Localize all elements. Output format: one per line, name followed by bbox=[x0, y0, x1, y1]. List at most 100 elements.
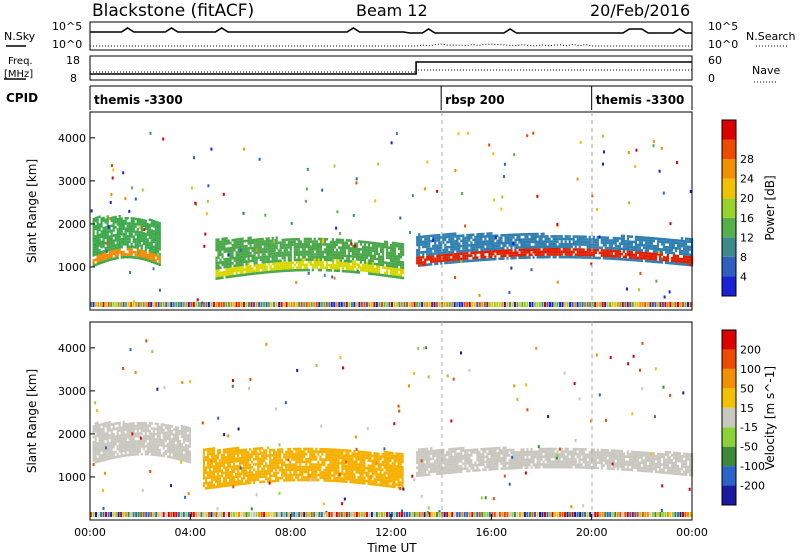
heatmap-cell bbox=[628, 258, 631, 262]
heatmap-cell bbox=[241, 459, 244, 462]
heatmap-cell bbox=[116, 429, 119, 433]
heatmap-cell bbox=[245, 464, 248, 467]
heatmap-cell bbox=[470, 233, 473, 237]
heatmap-cell bbox=[422, 261, 425, 264]
heatmap-cell bbox=[614, 236, 617, 240]
heatmap-cell bbox=[383, 455, 386, 459]
heatmap-cell bbox=[604, 257, 607, 260]
heatmap-cell bbox=[398, 263, 401, 266]
heatmap-cell bbox=[349, 249, 353, 253]
heatmap-cell bbox=[241, 237, 244, 241]
heatmap-cell bbox=[116, 230, 119, 234]
heatmap-cell bbox=[620, 242, 623, 246]
heatmap-cell bbox=[315, 471, 318, 474]
scatter-cell bbox=[602, 134, 604, 138]
heatmap-cell bbox=[285, 471, 288, 474]
heatmap-cell bbox=[253, 261, 256, 265]
heatmap-cell bbox=[369, 249, 373, 252]
heatmap-cell bbox=[148, 246, 151, 250]
heatmap-cell bbox=[391, 462, 394, 465]
heatmap-cell bbox=[438, 233, 441, 237]
heatmap-cell bbox=[349, 260, 353, 263]
heatmap-cell bbox=[154, 438, 157, 441]
scatter-cell bbox=[128, 209, 131, 213]
heatmap-cell bbox=[438, 236, 441, 239]
heatmap-cell bbox=[472, 259, 475, 262]
heatmap-cell bbox=[540, 245, 543, 249]
heatmap-cell bbox=[237, 274, 240, 277]
heatmap-cell bbox=[156, 443, 159, 446]
heatmap-cell bbox=[243, 451, 246, 454]
heatmap-cell bbox=[546, 245, 549, 249]
heatmap-cell bbox=[369, 257, 373, 260]
heatmap-cell bbox=[347, 457, 350, 460]
heatmap-cell bbox=[249, 466, 252, 469]
heatmap-cell bbox=[98, 434, 101, 437]
heatmap-cell bbox=[572, 243, 575, 246]
heatmap-cell bbox=[331, 469, 334, 472]
heatmap-cell bbox=[247, 479, 250, 482]
heatmap-cell bbox=[182, 433, 185, 436]
heatmap-cell bbox=[351, 457, 354, 461]
heatmap-cell bbox=[395, 465, 398, 468]
heatmap-cell bbox=[331, 266, 334, 270]
heatmap-cell bbox=[466, 239, 469, 242]
heatmap-cell bbox=[401, 481, 404, 485]
heatmap-cell bbox=[303, 460, 306, 464]
heatmap-cell bbox=[309, 458, 312, 461]
heatmap-cell bbox=[307, 255, 310, 259]
heatmap-cell bbox=[172, 456, 175, 460]
scatter-cell bbox=[355, 177, 358, 181]
heatmap-cell bbox=[287, 256, 290, 259]
heatmap-cell bbox=[285, 251, 288, 254]
heatmap-cell bbox=[668, 243, 672, 247]
heatmap-cell bbox=[92, 443, 95, 446]
heatmap-cell bbox=[249, 473, 252, 477]
heatmap-cell bbox=[319, 466, 322, 469]
heatmap-cell bbox=[379, 483, 382, 487]
heatmap-cell bbox=[373, 454, 376, 458]
heatmap-cell bbox=[271, 448, 274, 452]
ground-cell bbox=[398, 302, 401, 307]
heatmap-cell bbox=[154, 223, 157, 226]
heatmap-cell bbox=[247, 272, 250, 276]
heatmap-cell bbox=[337, 459, 340, 462]
heatmap-cell bbox=[265, 242, 268, 246]
heatmap-cell bbox=[100, 258, 103, 262]
heatmap-cell bbox=[687, 263, 690, 267]
heatmap-cell bbox=[454, 245, 457, 248]
heatmap-cell bbox=[548, 250, 551, 254]
heatmap-cell bbox=[315, 242, 318, 246]
heatmap-cell bbox=[351, 452, 354, 455]
heatmap-cell bbox=[104, 254, 107, 258]
heatmap-cell bbox=[685, 237, 688, 241]
heatmap-cell bbox=[164, 452, 167, 455]
heatmap-cell bbox=[390, 254, 393, 257]
heatmap-cell bbox=[104, 437, 107, 441]
heatmap-cell bbox=[321, 253, 324, 256]
heatmap-cell bbox=[376, 247, 379, 250]
heatmap-cell bbox=[214, 467, 218, 471]
heatmap-cell bbox=[576, 240, 579, 244]
heatmap-cell bbox=[186, 447, 189, 450]
heatmap-cell bbox=[245, 466, 248, 470]
heatmap-cell bbox=[317, 453, 320, 456]
ground-cell bbox=[483, 302, 486, 307]
heatmap-cell bbox=[377, 465, 380, 469]
heatmap-cell bbox=[118, 421, 121, 425]
heatmap-cell bbox=[132, 256, 135, 259]
heatmap-cell bbox=[212, 486, 216, 489]
heatmap-cell bbox=[341, 267, 344, 270]
heatmap-cell bbox=[656, 245, 660, 248]
heatmap-cell bbox=[126, 242, 129, 246]
heatmap-cell bbox=[130, 224, 133, 228]
heatmap-cell bbox=[243, 474, 246, 478]
heatmap-cell bbox=[138, 218, 141, 221]
heatmap-cell bbox=[345, 267, 349, 271]
heatmap-cell bbox=[253, 238, 256, 242]
heatmap-cell bbox=[508, 233, 511, 237]
heatmap-cell bbox=[452, 240, 455, 243]
heatmap-cell bbox=[317, 263, 320, 267]
heatmap-cell bbox=[208, 483, 212, 487]
heatmap-cell bbox=[259, 480, 262, 484]
